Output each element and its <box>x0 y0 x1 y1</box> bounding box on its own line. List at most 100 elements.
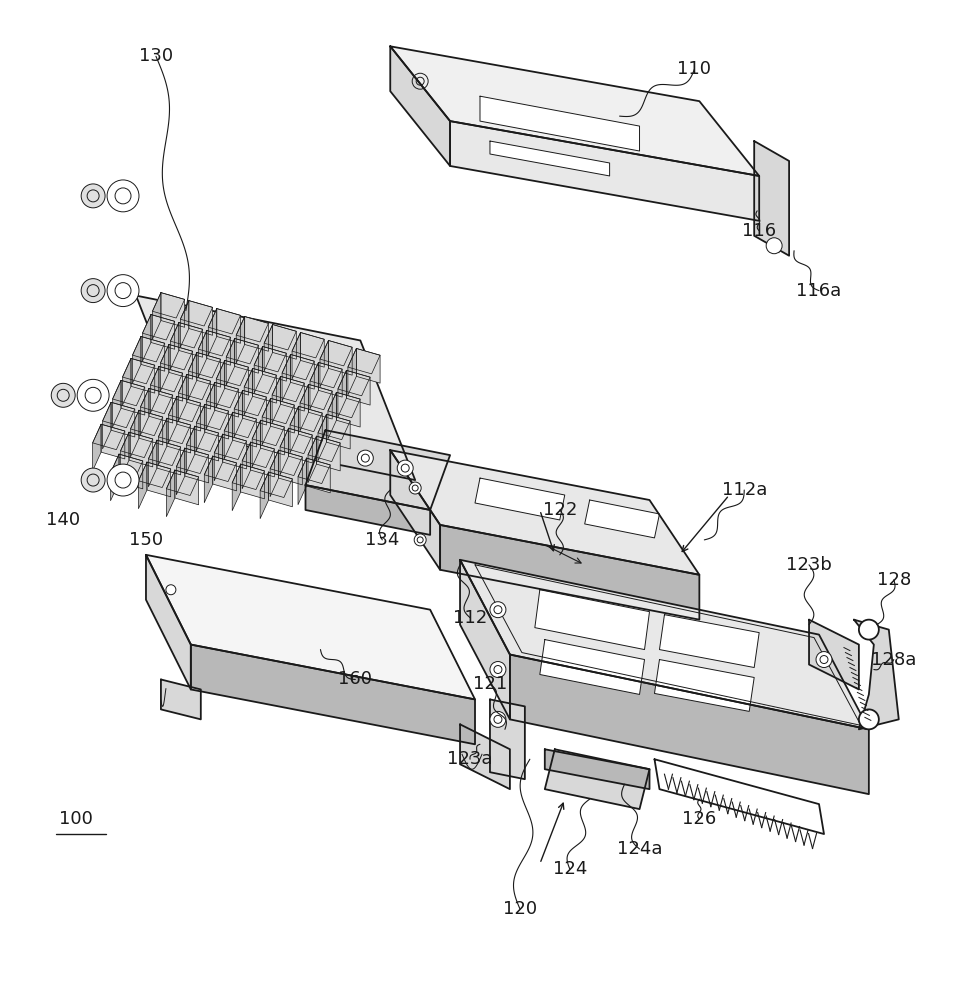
Circle shape <box>766 238 782 254</box>
Polygon shape <box>166 470 199 496</box>
Polygon shape <box>271 450 278 497</box>
Polygon shape <box>307 458 330 493</box>
Polygon shape <box>131 358 155 393</box>
Polygon shape <box>235 338 258 373</box>
Polygon shape <box>206 382 238 408</box>
Text: 116a: 116a <box>796 282 841 300</box>
Polygon shape <box>214 434 223 481</box>
Polygon shape <box>475 478 565 520</box>
Polygon shape <box>166 470 175 517</box>
Text: 110: 110 <box>678 60 711 78</box>
Polygon shape <box>292 332 300 379</box>
Polygon shape <box>175 470 199 505</box>
Polygon shape <box>159 366 183 401</box>
Polygon shape <box>252 420 261 467</box>
Circle shape <box>107 275 139 307</box>
Polygon shape <box>198 330 230 356</box>
Polygon shape <box>198 330 206 377</box>
Polygon shape <box>113 380 144 406</box>
Polygon shape <box>252 420 284 446</box>
Polygon shape <box>142 315 175 340</box>
Polygon shape <box>122 358 155 384</box>
Polygon shape <box>585 500 660 538</box>
Polygon shape <box>141 336 164 371</box>
Polygon shape <box>534 590 649 650</box>
Polygon shape <box>460 560 869 729</box>
Text: 130: 130 <box>139 47 173 65</box>
Polygon shape <box>271 398 294 433</box>
Polygon shape <box>225 360 249 395</box>
Polygon shape <box>150 366 159 413</box>
Polygon shape <box>292 332 324 358</box>
Polygon shape <box>329 340 352 375</box>
Polygon shape <box>318 362 342 397</box>
Polygon shape <box>298 458 307 505</box>
Polygon shape <box>234 390 267 416</box>
Polygon shape <box>244 368 276 394</box>
Polygon shape <box>660 615 759 668</box>
Circle shape <box>358 450 373 466</box>
Polygon shape <box>291 354 315 389</box>
Circle shape <box>81 279 105 303</box>
Polygon shape <box>185 448 208 483</box>
Polygon shape <box>146 555 191 689</box>
Text: 116: 116 <box>742 222 776 240</box>
Polygon shape <box>490 699 525 779</box>
Polygon shape <box>260 472 293 498</box>
Polygon shape <box>186 426 195 473</box>
Polygon shape <box>328 392 337 439</box>
Polygon shape <box>206 382 215 429</box>
Polygon shape <box>214 434 247 460</box>
Circle shape <box>166 585 176 595</box>
Polygon shape <box>161 344 169 391</box>
Text: 134: 134 <box>365 531 400 549</box>
Polygon shape <box>131 410 139 457</box>
Polygon shape <box>227 338 258 364</box>
Polygon shape <box>139 462 171 488</box>
Polygon shape <box>300 384 309 431</box>
Polygon shape <box>328 392 360 418</box>
Polygon shape <box>242 442 250 489</box>
Polygon shape <box>129 432 153 467</box>
Polygon shape <box>159 418 190 444</box>
Polygon shape <box>147 462 171 497</box>
Text: 100: 100 <box>59 810 93 828</box>
Polygon shape <box>93 424 101 471</box>
Polygon shape <box>357 348 380 383</box>
Text: 123a: 123a <box>447 750 492 768</box>
Polygon shape <box>149 388 173 423</box>
Polygon shape <box>306 430 450 510</box>
Polygon shape <box>245 317 269 351</box>
Polygon shape <box>545 749 649 809</box>
Polygon shape <box>179 374 186 421</box>
Text: 120: 120 <box>503 900 537 918</box>
Polygon shape <box>308 436 316 483</box>
Polygon shape <box>232 464 241 511</box>
Text: 140: 140 <box>46 511 80 529</box>
Polygon shape <box>232 464 265 490</box>
Circle shape <box>81 468 105 492</box>
Polygon shape <box>120 454 142 489</box>
Circle shape <box>858 709 879 729</box>
Polygon shape <box>337 370 370 396</box>
Polygon shape <box>320 340 329 387</box>
Polygon shape <box>120 432 129 479</box>
Text: 124: 124 <box>553 860 587 878</box>
Polygon shape <box>169 344 192 379</box>
Polygon shape <box>326 414 350 449</box>
Polygon shape <box>151 315 175 349</box>
Text: 121: 121 <box>473 675 507 693</box>
Polygon shape <box>272 376 280 423</box>
Polygon shape <box>254 346 263 393</box>
Polygon shape <box>131 410 163 436</box>
Polygon shape <box>450 121 759 221</box>
Polygon shape <box>139 410 163 445</box>
Polygon shape <box>262 398 271 445</box>
Polygon shape <box>854 620 899 729</box>
Circle shape <box>107 180 139 212</box>
Polygon shape <box>278 450 302 485</box>
Polygon shape <box>152 293 161 339</box>
Polygon shape <box>320 340 352 366</box>
Text: 128a: 128a <box>871 651 917 669</box>
Circle shape <box>414 534 426 546</box>
